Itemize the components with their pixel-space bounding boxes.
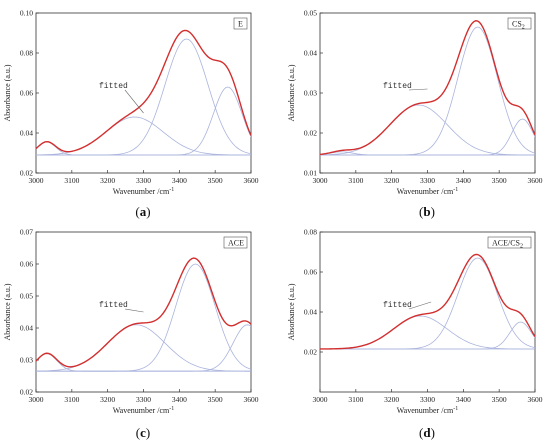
fitted-annotation: fitted	[383, 301, 412, 310]
chart-panel-d: 3000 3100 3200 3300 3400 3500 3600 0.02 0.04 0.06…	[287, 228, 543, 441]
x-tick-label: 3200	[100, 176, 115, 185]
annotation-leader	[124, 89, 144, 114]
y-tick-label: 0.08	[20, 49, 33, 58]
fitted-component-3	[320, 321, 535, 350]
x-tick-label: 3100	[348, 395, 363, 404]
fitted-component-1	[36, 141, 251, 156]
x-tick-label: 3300	[420, 176, 435, 185]
spectrum-envelope	[36, 29, 251, 153]
fitted-component-3	[36, 263, 251, 372]
annotation-leader	[124, 308, 144, 313]
plot-frame	[319, 231, 536, 393]
y-tick-label: 0.02	[20, 169, 33, 178]
x-tick-label: 3600	[528, 176, 543, 185]
x-tick-label: 3000	[313, 395, 328, 404]
x-tick-label: 3000	[29, 176, 44, 185]
x-tick-label: 3500	[492, 395, 507, 404]
fitted-annotation: fitted	[99, 301, 128, 310]
x-axis-title: Wavenumber /cm-1	[397, 406, 458, 415]
y-tick-label: 0.05	[20, 292, 33, 301]
x-axis-title: Wavenumber /cm-1	[113, 187, 174, 196]
fitted-annotation: fitted	[99, 82, 128, 91]
panel-label: (c)	[136, 425, 150, 440]
legend-label: CS2	[512, 20, 525, 31]
legend-box	[233, 17, 248, 30]
y-tick-label: 0.06	[20, 89, 33, 98]
fitted-component-4	[36, 86, 251, 156]
panel-label: (b)	[419, 204, 435, 219]
y-axis-title: Absorbance (a.u.)	[287, 283, 296, 340]
fitted-component-2	[320, 104, 535, 156]
y-tick-label: 0.06	[20, 260, 33, 269]
y-tick-label: 0.01	[304, 169, 317, 178]
y-tick-label: 0.08	[304, 228, 317, 237]
y-tick-label: 0.03	[20, 356, 33, 365]
x-tick-label: 3600	[244, 395, 259, 404]
x-tick-label: 3200	[100, 395, 115, 404]
y-tick-label: 0.02	[304, 129, 317, 138]
chart-panel-b: 3000 3100 3200 3300 3400 3500 3600 0.01 0.02 0.03…	[287, 9, 543, 220]
fitted-component-1	[320, 315, 535, 350]
fitted-component-2	[36, 324, 251, 372]
x-tick-label: 3300	[136, 395, 151, 404]
legend-box	[487, 236, 532, 249]
x-tick-label: 3200	[384, 176, 399, 185]
x-tick-label: 3100	[348, 176, 363, 185]
y-tick-label: 0.04	[20, 324, 33, 333]
x-tick-label: 3100	[64, 395, 79, 404]
x-tick-label: 3200	[384, 395, 399, 404]
y-tick-label: 0.02	[304, 348, 317, 357]
y-tick-label: 0.03	[304, 89, 317, 98]
x-tick-label: 3300	[136, 176, 151, 185]
y-axis-title: Absorbance (a.u.)	[287, 64, 296, 121]
annotation-leader	[408, 88, 428, 91]
fitted-component-4	[320, 118, 535, 156]
y-tick-label: 0.10	[20, 9, 33, 18]
annotation-leader	[408, 301, 432, 310]
x-tick-label: 3500	[208, 395, 223, 404]
legend-label: ACE	[228, 239, 244, 248]
y-tick-label: 0.05	[304, 9, 317, 18]
panel-label: (d)	[419, 425, 435, 440]
x-tick-label: 3600	[528, 395, 543, 404]
legend-label: E	[238, 20, 243, 29]
fitted-component-2	[320, 257, 535, 350]
spectrum-envelope	[36, 257, 251, 368]
x-axis-title: Wavenumber /cm-1	[113, 406, 174, 415]
y-tick-label: 0.04	[304, 308, 317, 317]
fitted-component-3	[36, 38, 251, 156]
x-tick-label: 3000	[313, 176, 328, 185]
y-tick-label: 0.07	[20, 228, 33, 237]
x-tick-label: 3500	[492, 176, 507, 185]
y-tick-label: 0.06	[304, 268, 317, 277]
spectrum-envelope	[320, 253, 535, 350]
x-tick-label: 3500	[208, 176, 223, 185]
legend-box	[223, 236, 248, 249]
y-axis-title: Absorbance (a.u.)	[3, 283, 12, 340]
fitted-annotation: fitted	[383, 82, 412, 91]
y-tick-label: 0.02	[20, 388, 33, 397]
x-tick-label: 3400	[172, 176, 187, 185]
x-tick-label: 3400	[172, 395, 187, 404]
x-tick-label: 3300	[420, 395, 435, 404]
legend-box	[507, 17, 532, 30]
x-tick-label: 3600	[244, 176, 259, 185]
chart-panel-c: 3000 3100 3200 3300 3400 3500 3600 0.02 0.03 0.04…	[3, 228, 259, 441]
chart-panel-a: 3000 3100 3200 3300 3400 3500 3600 0.02 0.04 0.06…	[3, 9, 259, 220]
y-axis-title: Absorbance (a.u.)	[3, 64, 12, 121]
y-tick-label: 0.04	[20, 129, 33, 138]
fitted-component-2	[36, 116, 251, 156]
spectrum-envelope	[320, 20, 535, 156]
plot-frame	[35, 12, 252, 174]
panel-label: (a)	[135, 204, 150, 219]
x-tick-label: 3000	[29, 395, 44, 404]
legend-label: ACE/CS2	[492, 239, 523, 250]
x-axis-title: Wavenumber /cm-1	[397, 187, 458, 196]
y-tick-label: 0.04	[304, 49, 317, 58]
x-tick-label: 3400	[456, 395, 471, 404]
x-tick-label: 3100	[64, 176, 79, 185]
fitted-component-4	[36, 324, 251, 372]
x-tick-label: 3400	[456, 176, 471, 185]
